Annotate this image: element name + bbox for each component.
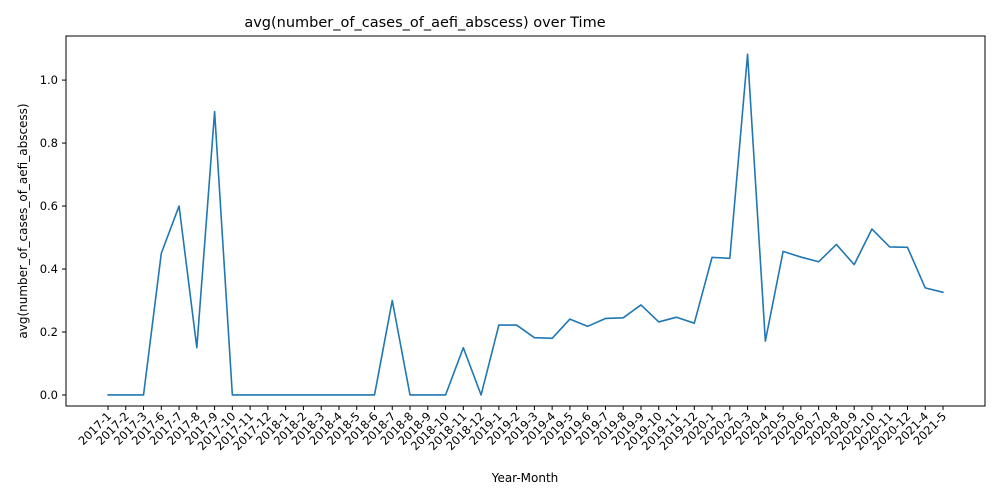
y-tick-label: 0.8 <box>40 136 58 150</box>
series-line <box>107 53 944 396</box>
plot-frame <box>65 35 986 407</box>
y-tick-label: 0.6 <box>40 199 58 213</box>
x-axis-label: Year-Month <box>491 471 559 485</box>
y-axis-label: avg(number_of_cases_of_aefi_abscess) <box>16 103 30 338</box>
y-axis: 0.0 0.2 0.4 0.6 0.8 1.0 <box>40 73 66 402</box>
y-tick-label: 1.0 <box>40 73 58 87</box>
x-axis: 2017-12017-22017-32017-62017-72017-82017… <box>75 406 949 453</box>
y-tick-label: 0.4 <box>40 262 58 276</box>
y-tick-label: 0.0 <box>40 388 58 402</box>
chart-title: avg(number_of_cases_of_aefi_abscess) ove… <box>244 15 605 31</box>
y-tick-label: 0.2 <box>40 325 58 339</box>
